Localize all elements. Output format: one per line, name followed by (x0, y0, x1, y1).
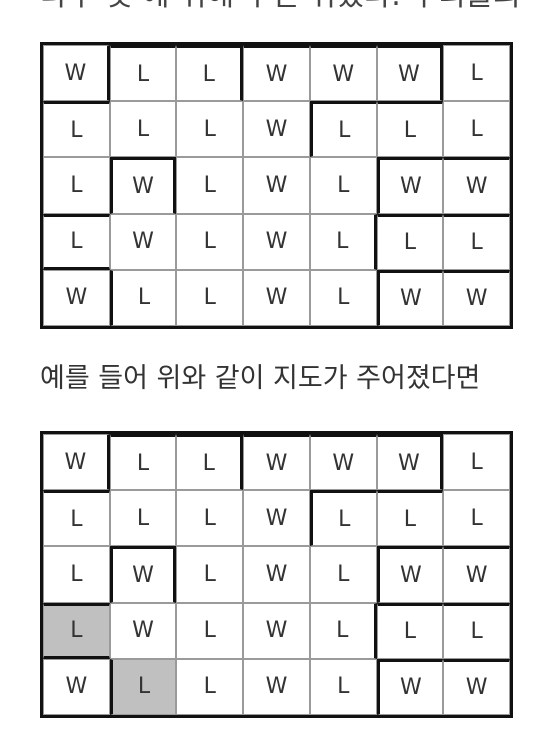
grid-cell: W (376, 45, 444, 102)
grid-cell: L (443, 45, 510, 102)
grid-cell: W (43, 658, 110, 715)
grid-cell: W (243, 434, 310, 491)
grid-cell: L (309, 658, 377, 715)
grid-cell: W (443, 157, 510, 214)
grid-cell: L (109, 101, 177, 158)
grid-cell: L (376, 101, 444, 158)
grid-cell: W (243, 213, 310, 270)
grid-cell: W (443, 269, 510, 326)
grid-cell: L (176, 101, 244, 158)
grid-cell: L (176, 45, 244, 102)
grid-cell: L (309, 157, 377, 214)
grid-cell: L (176, 269, 244, 326)
grid-cell: W (376, 157, 444, 214)
grid-cell: L (176, 658, 244, 715)
grid-cell: W (243, 546, 310, 603)
grid-cell: L (176, 546, 244, 603)
grid-cell: L (443, 490, 510, 547)
grid-cell: L (309, 269, 377, 326)
grid-cell: L (309, 546, 377, 603)
grid-cell: L (43, 602, 110, 659)
grid-cell: L (376, 213, 444, 270)
grid-cell: W (243, 658, 310, 715)
grid-cell: L (176, 602, 244, 659)
grid-cell: W (243, 269, 310, 326)
grid-cell: W (376, 658, 444, 715)
grid-cell: L (176, 213, 244, 270)
grid-cell: W (309, 45, 377, 102)
grid-cell: L (43, 101, 110, 158)
grid-cell: W (43, 434, 110, 491)
grid-cell: L (109, 45, 177, 102)
grid-cell: W (109, 546, 177, 603)
grid-cell: L (109, 434, 177, 491)
grid-cell: W (109, 602, 177, 659)
grid-cell: W (243, 101, 310, 158)
grid-cell: L (376, 602, 444, 659)
grid-cell: L (376, 490, 444, 547)
grid-cell: L (176, 434, 244, 491)
grid-cell: L (443, 602, 510, 659)
grid-cell: L (43, 157, 110, 214)
grid-cell: W (443, 658, 510, 715)
grid-cell: L (109, 658, 177, 715)
grid-cell: L (109, 490, 177, 547)
grid-cell: L (443, 434, 510, 491)
grid-cell: W (376, 434, 444, 491)
grid-cell: W (109, 213, 177, 270)
grid-cell: W (43, 269, 110, 326)
grid-cell: W (309, 434, 377, 491)
top-text-partial: 다수 및 에 취해 두면 취했다. 우리들의 (40, 0, 546, 16)
grid-cell: L (443, 213, 510, 270)
grid-cell: L (309, 101, 377, 158)
grid-cell: L (309, 602, 377, 659)
grid-cell: W (243, 602, 310, 659)
grid-cell: L (176, 490, 244, 547)
grid-cell: L (43, 490, 110, 547)
grid-cell: W (376, 269, 444, 326)
grid-cell: W (43, 45, 110, 102)
grid-cell: W (376, 546, 444, 603)
grid-cell: W (243, 157, 310, 214)
grid-cell: L (309, 490, 377, 547)
grid-cell: W (443, 546, 510, 603)
grid-cell: L (43, 213, 110, 270)
grid-cell: L (443, 101, 510, 158)
grid-cell: W (109, 157, 177, 214)
grid-cell: L (176, 157, 244, 214)
caption-text: 예를 들어 위와 같이 지도가 주어졌다면 (40, 363, 481, 394)
grid-cell: L (109, 269, 177, 326)
grid-cell: W (243, 45, 310, 102)
grid-cell: L (43, 546, 110, 603)
grid-cell: W (243, 490, 310, 547)
grid-cell: L (309, 213, 377, 270)
